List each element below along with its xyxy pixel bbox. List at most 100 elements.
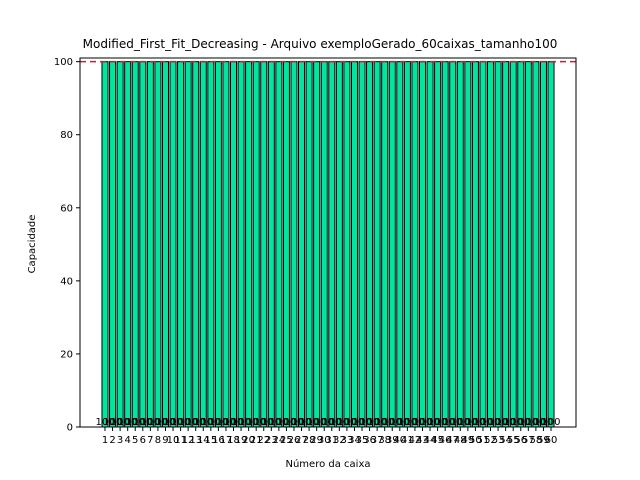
bar-value-label: 100 (179, 417, 198, 428)
bar-segment (154, 61, 162, 428)
x-tick-label: 24 (272, 435, 285, 446)
bar-value-label: 100 (307, 417, 326, 428)
x-tick-label: 42 (409, 435, 422, 446)
bar-value-label: 100 (284, 417, 303, 428)
x-tick-label: 33 (341, 435, 354, 446)
bar-value-label: 100 (163, 417, 182, 428)
x-tick-label: 56 (514, 435, 527, 446)
bar-value-label: 100 (526, 417, 545, 428)
chart-title: Modified_First_Fit_Decreasing - Arquivo … (83, 37, 558, 51)
bar-value-label: 100 (496, 417, 515, 428)
bar-segment (146, 61, 154, 428)
bar-value-label: 100 (360, 417, 379, 428)
bar-segment (245, 61, 253, 428)
x-tick-label: 47 (446, 435, 459, 446)
bar-value-label: 100 (201, 417, 220, 428)
bar-segment (350, 61, 358, 428)
bar-value-label: 100 (133, 417, 152, 428)
bar-value-label: 100 (330, 417, 349, 428)
x-tick-label: 53 (492, 435, 505, 446)
bar-value-label: 100 (541, 417, 560, 428)
x-tick-label: 32 (333, 435, 346, 446)
bar-segment (131, 61, 139, 428)
bar-segment (169, 61, 177, 428)
bar-value-label: 100 (375, 417, 394, 428)
x-tick-label: 50 (469, 435, 482, 446)
bar-segment (192, 61, 200, 428)
y-tick-label: 60 (60, 203, 73, 214)
x-tick-label: 16 (212, 435, 225, 446)
x-tick-label: 23 (265, 435, 278, 446)
bar-value-label: 100 (368, 417, 387, 428)
x-tick-label: 30 (318, 435, 331, 446)
bar-value-label: 100 (148, 417, 167, 428)
bar-value-label: 100 (466, 417, 485, 428)
x-tick-label: 1 (102, 435, 108, 446)
bar-value-label: 100 (451, 417, 470, 428)
bar-value-label: 100 (239, 417, 258, 428)
bar-segment (434, 61, 442, 428)
bar-value-label: 100 (232, 417, 251, 428)
x-tick-label: 9 (162, 435, 168, 446)
bar-value-label: 100 (262, 417, 281, 428)
x-tick-label: 31 (325, 435, 338, 446)
x-axis-ticks: 1 2 3 4 5 6 7 8 91011121314151617181920212223242… (102, 427, 558, 446)
axes-frame (79, 57, 577, 428)
x-tick-label: 59 (537, 435, 550, 446)
bar-value-label: 100 (224, 417, 243, 428)
x-tick-label: 57 (522, 435, 535, 446)
bar-value-label: 100 (300, 417, 319, 428)
bar-value-label: 100 (118, 417, 137, 428)
x-tick-label: 2 (109, 435, 115, 446)
bar-value-label: 100 (489, 417, 508, 428)
x-tick-label: 22 (257, 435, 270, 446)
x-tick-label: 26 (288, 435, 301, 446)
y-tick-label: 20 (60, 349, 73, 360)
x-tick-label: 8 (155, 435, 161, 446)
bar-value-label: 100 (156, 417, 175, 428)
bar-value-label: 100 (534, 417, 553, 428)
bar-segment (184, 61, 192, 428)
bar-value-label: 100 (141, 417, 160, 428)
x-tick-label: 60 (545, 435, 558, 446)
bar-segment (358, 61, 366, 428)
x-tick-label: 35 (356, 435, 369, 446)
x-tick-label: 36 (363, 435, 376, 446)
bar-value-label: 100 (436, 417, 455, 428)
x-tick-label: 20 (242, 435, 255, 446)
bar-segment (418, 61, 427, 428)
bar-value-label: 100 (269, 417, 288, 428)
bar-segment (252, 61, 260, 428)
x-tick-label: 13 (189, 435, 202, 446)
bar-segment (267, 61, 275, 428)
bar-segment (124, 61, 132, 428)
bar-segment (471, 61, 479, 428)
bar-value-label: 100 (511, 417, 530, 428)
bar-segment (517, 61, 525, 428)
bar-segment (456, 61, 464, 428)
x-tick-label: 7 (147, 435, 153, 446)
bar-value-label: 100 (209, 417, 228, 428)
bar-segment (229, 61, 238, 428)
bar-labels-group: 1001001001001001001001001001001001001001… (95, 417, 560, 428)
x-tick-label: 11 (174, 435, 187, 446)
bar-segment (343, 61, 351, 428)
bar-segment (207, 61, 215, 428)
bar-segment (487, 61, 495, 428)
x-tick-label: 25 (280, 435, 293, 446)
bar-value-label: 100 (126, 417, 145, 428)
y-tick-label: 80 (60, 130, 73, 141)
bar-value-label: 100 (171, 417, 190, 428)
bar-segment (524, 61, 532, 428)
bar-segment (366, 61, 374, 428)
x-tick-label: 37 (371, 435, 384, 446)
bar-value-label: 100 (247, 417, 266, 428)
y-axis-label: Capacidade (27, 215, 38, 274)
bar-segment (441, 61, 449, 428)
x-tick-label: 4 (124, 435, 130, 446)
bar-segment (396, 61, 404, 428)
bar-value-label: 100 (390, 417, 409, 428)
bar-value-label: 100 (383, 417, 402, 428)
bar-value-label: 100 (322, 417, 341, 428)
x-tick-label: 38 (378, 435, 391, 446)
